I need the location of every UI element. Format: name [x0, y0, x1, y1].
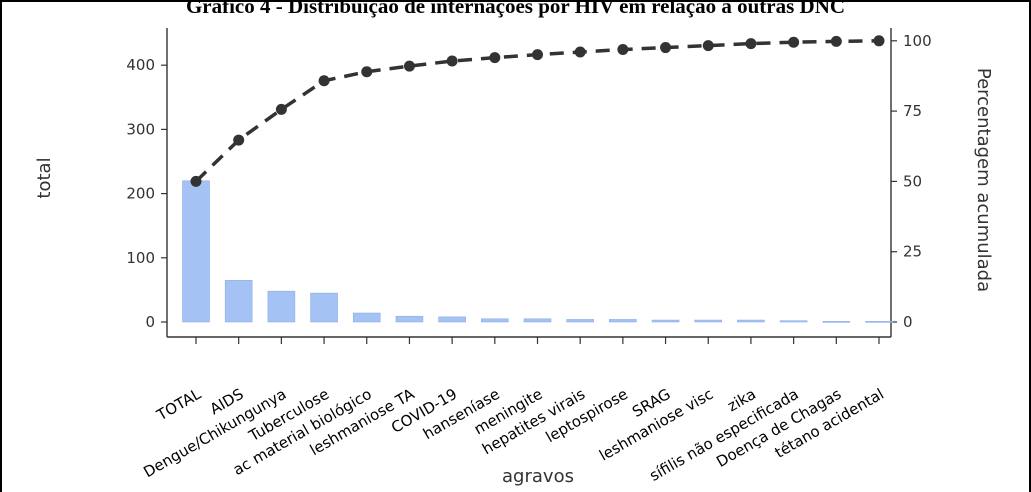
y-right-tick-label: 0: [903, 313, 913, 331]
y-left-tick-label: 200: [126, 185, 155, 203]
bar: [651, 319, 680, 323]
bar: [395, 315, 424, 323]
bar: [481, 318, 509, 323]
bar: [310, 292, 338, 323]
y-right-tick-label: 75: [903, 102, 922, 120]
cumulative-point: [873, 35, 885, 47]
y-right-tick-label: 50: [903, 172, 922, 190]
x-tick-label: TOTAL: [153, 385, 205, 425]
bar: [737, 319, 765, 323]
cumulative-point: [446, 55, 458, 67]
bar: [224, 279, 253, 323]
cumulative-point: [788, 36, 800, 48]
cumulative-point: [574, 46, 586, 58]
y-axis-title: total: [34, 157, 55, 198]
bar: [865, 321, 893, 323]
y-right-tick-label: 100: [903, 32, 932, 50]
cumulative-point: [233, 134, 245, 146]
cumulative-point: [702, 40, 714, 52]
y-left-tick-label: 0: [145, 313, 155, 331]
y-left-tick-label: 100: [126, 249, 155, 267]
y-left-tick-label: 400: [126, 56, 155, 74]
bar: [779, 320, 808, 323]
cumulative-point: [489, 52, 501, 64]
bar: [438, 316, 466, 323]
page-title: Gráfico 4 - Distribuição de internações …: [185, 0, 846, 18]
bar: [523, 318, 552, 323]
y-left-tick-label: 300: [126, 120, 155, 138]
bar: [566, 319, 594, 323]
y-right-tick-label: 25: [903, 243, 922, 261]
bar: [267, 290, 296, 323]
cumulative-line: [190, 35, 885, 187]
cumulative-point: [532, 49, 543, 61]
x-axis-title: agravos: [502, 466, 574, 487]
cumulative-point: [275, 103, 287, 115]
cumulative-point: [361, 66, 373, 78]
bars: [182, 180, 893, 323]
cumulative-point: [318, 75, 330, 87]
axes: [161, 28, 897, 344]
cumulative-point: [830, 35, 842, 47]
cumulative-point: [190, 175, 202, 187]
cumulative-line-path: [194, 39, 880, 183]
bar: [609, 319, 637, 323]
bar: [822, 321, 851, 323]
bar: [694, 319, 723, 323]
bar: [352, 312, 381, 323]
cumulative-point: [660, 42, 672, 54]
bar: [182, 180, 210, 323]
cumulative-point: [403, 60, 415, 72]
cumulative-point: [745, 38, 757, 50]
y2-axis-title: Percentagem acumulada: [973, 68, 994, 292]
cumulative-point: [617, 44, 629, 56]
